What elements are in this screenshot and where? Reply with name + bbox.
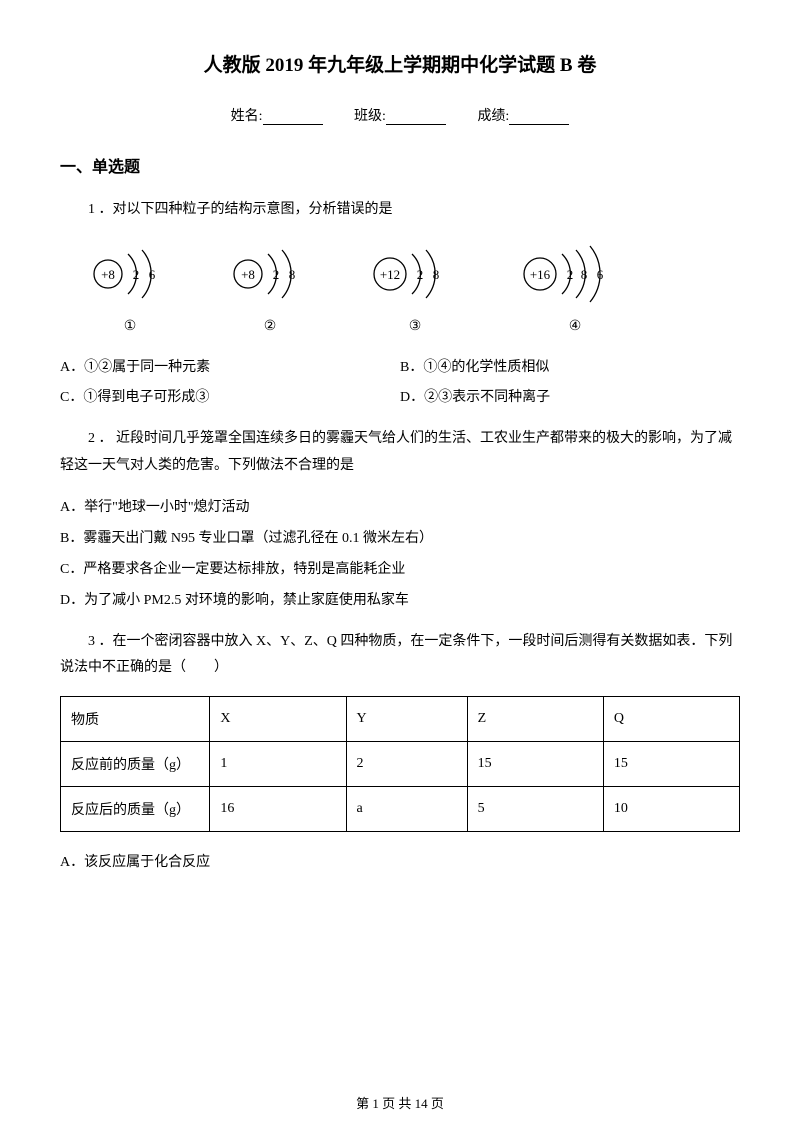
atom-2: +8 2 8 ② [220,244,320,335]
svg-text:2: 2 [273,267,280,282]
q2-opt-a: A．举行"地球一小时"熄灯活动 [60,493,740,524]
table-cell: 反应前的质量（g） [61,741,210,786]
class-blank[interactable] [386,111,446,125]
class-label: 班级: [354,109,386,124]
atom-2-label: ② [264,318,277,335]
q2-opt-b: B．雾霾天出门戴 N95 专业口罩（过滤孔径在 0.1 微米左右） [60,524,740,555]
name-blank[interactable] [263,111,323,125]
atom-3-label: ③ [409,318,422,335]
table-cell: 15 [603,741,739,786]
score-blank[interactable] [509,111,569,125]
footer-total: 14 [415,1096,428,1111]
q2-opt-d: D．为了减小 PM2.5 对环境的影响，禁止家庭使用私家车 [60,586,740,617]
atom-1-label: ① [124,318,137,335]
svg-text:+8: +8 [101,267,115,282]
exam-title: 人教版 2019 年九年级上学期期中化学试题 B 卷 [60,50,740,77]
table-cell: 15 [467,741,603,786]
atom-3: +12 2 8 ③ [360,244,470,335]
q3-opt-a: A．该反应属于化合反应 [60,850,740,877]
question-3: 3 ．在一个密闭容器中放入 X、Y、Z、Q 四种物质，在一定条件下，一段时间后测… [60,629,740,682]
footer-suffix: 页 [428,1096,444,1111]
svg-text:2: 2 [567,267,574,282]
atom-4-label: ④ [569,318,582,335]
atom-3-icon: +12 2 8 [360,244,470,304]
table-cell: X [210,696,346,741]
table-row: 反应后的质量（g） 16 a 5 10 [61,786,740,831]
svg-text:+12: +12 [380,267,400,282]
svg-text:+16: +16 [530,267,551,282]
question-1: 1 ．对以下四种粒子的结构示意图，分析错误的是 [60,197,740,224]
table-cell: Y [346,696,467,741]
svg-text:6: 6 [597,267,604,282]
atom-diagram-row: +8 2 6 ① +8 2 8 ② +12 2 8 ③ [60,244,740,335]
table-cell: 5 [467,786,603,831]
atom-4-icon: +16 2 8 6 [510,244,640,304]
q1-options: A．①②属于同一种元素 C．①得到电子可形成③ B．①④的化学性质相似 D．②③… [60,353,740,415]
q1-opt-d: D．②③表示不同种离子 [400,383,740,414]
table-row: 物质 X Y Z Q [61,696,740,741]
table-cell: 10 [603,786,739,831]
table-cell: Z [467,696,603,741]
svg-text:2: 2 [133,267,140,282]
atom-4: +16 2 8 6 ④ [510,244,640,335]
q1-opt-a: A．①②属于同一种元素 [60,353,400,384]
q3-table: 物质 X Y Z Q 反应前的质量（g） 1 2 15 15 反应后的质量（g）… [60,696,740,832]
svg-text:8: 8 [289,267,296,282]
table-cell: 反应后的质量（g） [61,786,210,831]
table-cell: 1 [210,741,346,786]
table-cell: a [346,786,467,831]
svg-text:8: 8 [433,267,440,282]
question-2: 2 ． 近段时间几乎笼罩全国连续多日的雾霾天气给人们的生活、工农业生产都带来的极… [60,426,740,479]
atom-2-icon: +8 2 8 [220,244,320,304]
table-cell: 物质 [61,696,210,741]
table-cell: Q [603,696,739,741]
score-label: 成绩: [477,109,509,124]
atom-1: +8 2 6 ① [80,244,180,335]
page-footer: 第 1 页 共 14 页 [0,1093,800,1112]
svg-text:+8: +8 [241,267,255,282]
footer-middle: 页 共 [379,1096,415,1111]
svg-text:8: 8 [581,267,588,282]
section-heading: 一、单选题 [60,153,740,177]
header-fields: 姓名: 班级: 成绩: [60,105,740,125]
q2-opt-c: C．严格要求各企业一定要达标排放，特别是高能耗企业 [60,555,740,586]
table-cell: 2 [346,741,467,786]
q2-options: A．举行"地球一小时"熄灯活动 B．雾霾天出门戴 N95 专业口罩（过滤孔径在 … [60,493,740,616]
table-cell: 16 [210,786,346,831]
q1-opt-b: B．①④的化学性质相似 [400,353,740,384]
svg-text:6: 6 [149,267,156,282]
footer-prefix: 第 [356,1096,372,1111]
q1-opt-c: C．①得到电子可形成③ [60,383,400,414]
name-label: 姓名: [231,109,263,124]
svg-text:2: 2 [417,267,424,282]
atom-1-icon: +8 2 6 [80,244,180,304]
table-row: 反应前的质量（g） 1 2 15 15 [61,741,740,786]
